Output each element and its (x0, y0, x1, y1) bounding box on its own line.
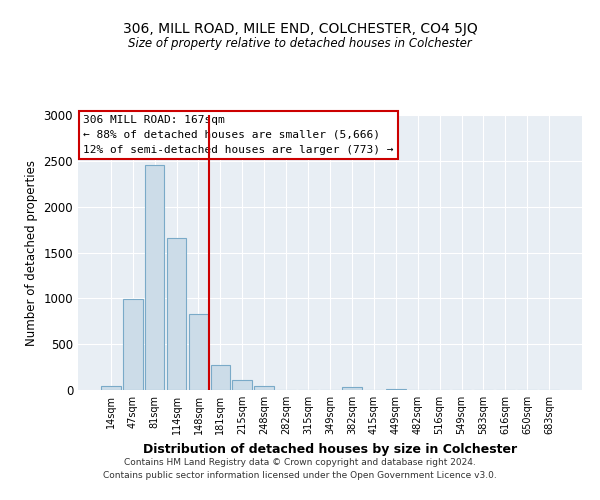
Bar (254, 386, 274, 390)
X-axis label: Distribution of detached houses by size in Colchester: Distribution of detached houses by size … (143, 442, 517, 456)
Y-axis label: Number of detached properties: Number of detached properties (25, 160, 38, 346)
Bar (232, 380, 252, 390)
Text: Size of property relative to detached houses in Colchester: Size of property relative to detached ho… (128, 38, 472, 51)
Bar (386, 388, 406, 390)
Text: Contains public sector information licensed under the Open Government Licence v3: Contains public sector information licen… (103, 472, 497, 480)
Bar (101, 386, 121, 390)
Bar (123, 299, 143, 390)
Bar (145, 164, 164, 390)
Bar (188, 314, 208, 390)
Text: Contains HM Land Registry data © Crown copyright and database right 2024.: Contains HM Land Registry data © Crown c… (124, 458, 476, 467)
Bar (342, 387, 362, 390)
Bar (167, 238, 187, 390)
Text: 306 MILL ROAD: 167sqm
← 88% of detached houses are smaller (5,666)
12% of semi-d: 306 MILL ROAD: 167sqm ← 88% of detached … (83, 115, 394, 154)
Bar (211, 365, 230, 390)
Text: 306, MILL ROAD, MILE END, COLCHESTER, CO4 5JQ: 306, MILL ROAD, MILE END, COLCHESTER, CO… (122, 22, 478, 36)
